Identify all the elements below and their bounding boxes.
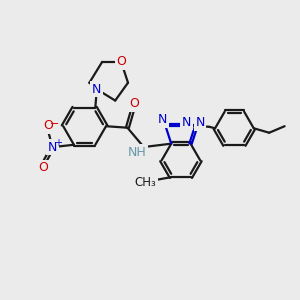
Text: N: N: [48, 141, 57, 154]
Text: CH₃: CH₃: [134, 176, 156, 189]
Text: N: N: [195, 116, 205, 129]
Text: −: −: [50, 119, 59, 129]
Text: O: O: [129, 98, 139, 110]
Text: O: O: [39, 161, 49, 174]
Text: O: O: [43, 119, 53, 132]
Text: N: N: [92, 83, 101, 96]
Text: N: N: [182, 116, 191, 129]
Text: N: N: [158, 113, 168, 126]
Text: +: +: [54, 138, 62, 148]
Text: O: O: [116, 56, 126, 68]
Text: NH: NH: [128, 146, 147, 159]
